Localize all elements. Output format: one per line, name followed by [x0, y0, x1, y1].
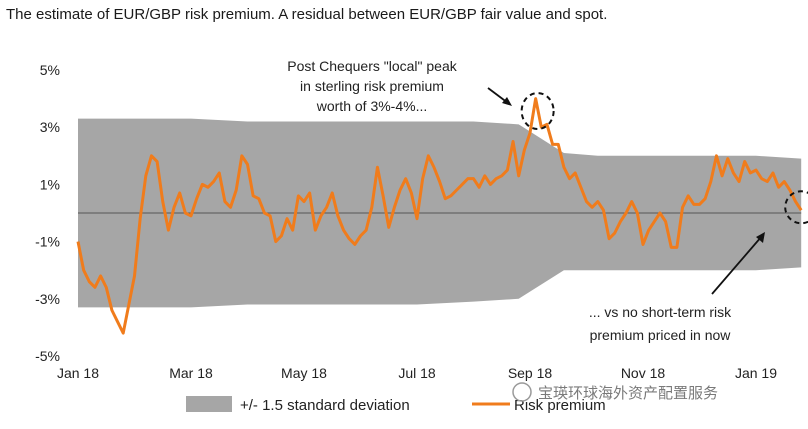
- now-highlight-circle: [784, 190, 808, 225]
- annotation-peak-text: Post Chequers "local" peak: [287, 58, 457, 74]
- annotation-now-text: premium priced in now: [590, 327, 732, 343]
- y-tick-label: -1%: [35, 234, 60, 250]
- x-tick-label: Nov 18: [621, 365, 666, 381]
- legend-band-label: +/- 1.5 standard deviation: [240, 397, 410, 414]
- legend-line-label: Risk premium: [514, 397, 606, 414]
- annotation-now-text: ... vs no short-term risk: [589, 304, 732, 320]
- y-tick-label: 5%: [40, 62, 60, 78]
- chart-title: The estimate of EUR/GBP risk premium. A …: [6, 6, 608, 23]
- watermark-text: 宝瑛环球海外资产配置服务: [538, 384, 718, 402]
- x-tick-label: Jul 18: [398, 365, 436, 381]
- x-tick-label: Jan 19: [735, 365, 777, 381]
- y-tick-label: 3%: [40, 119, 60, 135]
- x-tick-label: May 18: [281, 365, 327, 381]
- x-tick-label: Jan 18: [57, 365, 99, 381]
- y-tick-label: -3%: [35, 291, 60, 307]
- legend-band-swatch: [186, 396, 232, 412]
- y-tick-label: 1%: [40, 176, 60, 192]
- y-tick-label: -5%: [35, 348, 60, 364]
- peak-arrowhead: [502, 97, 512, 106]
- wechat-icon: [512, 382, 532, 402]
- now-arrow: [711, 235, 763, 295]
- x-tick-label: Mar 18: [169, 365, 213, 381]
- x-tick-label: Sep 18: [508, 365, 553, 381]
- annotation-peak-text: in sterling risk premium: [300, 78, 444, 94]
- annotation-peak-text: worth of 3%-4%...: [316, 98, 428, 114]
- risk-premium-line: [76, 97, 803, 335]
- now-arrowhead: [756, 232, 765, 243]
